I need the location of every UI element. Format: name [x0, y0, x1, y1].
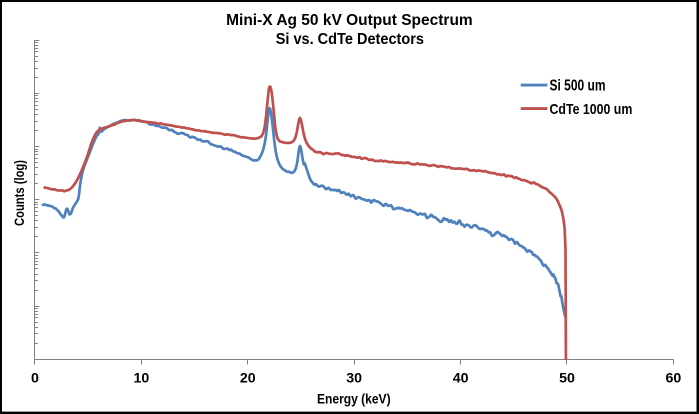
svg-text:Counts (log): Counts (log): [12, 160, 28, 226]
svg-text:50: 50: [559, 370, 575, 386]
svg-text:30: 30: [346, 370, 362, 386]
svg-text:Energy (keV): Energy (keV): [317, 392, 391, 408]
svg-text:0: 0: [31, 370, 39, 386]
svg-text:Si vs. CdTe Detectors: Si vs. CdTe Detectors: [276, 30, 424, 48]
svg-text:CdTe 1000 um: CdTe 1000 um: [550, 101, 633, 118]
svg-text:40: 40: [453, 370, 469, 386]
svg-text:Mini-X Ag 50 kV Output Spectru: Mini-X Ag 50 kV Output Spectrum: [226, 11, 473, 29]
svg-text:Si 500 um: Si 500 um: [550, 78, 606, 95]
svg-text:60: 60: [666, 370, 682, 386]
svg-text:20: 20: [240, 370, 256, 386]
svg-text:10: 10: [134, 370, 150, 386]
